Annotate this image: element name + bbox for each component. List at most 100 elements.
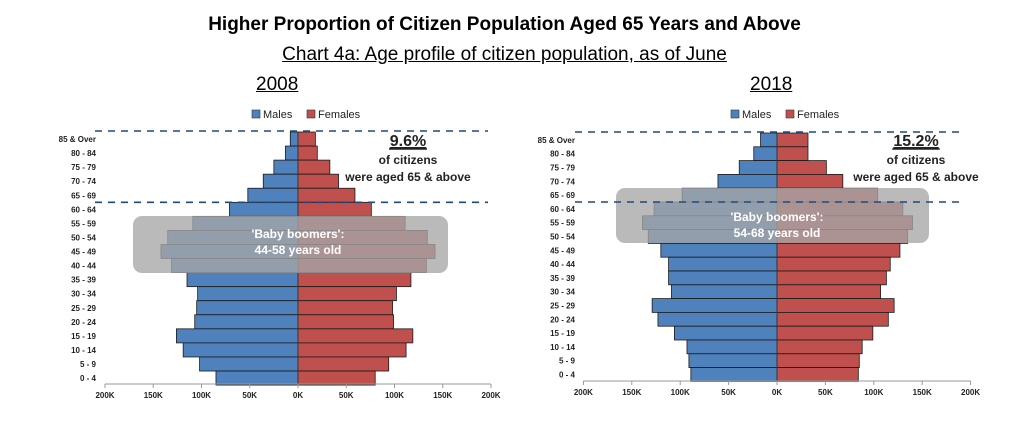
annotation-line1: of citizens <box>379 153 438 167</box>
baby-boomers-highlight: 'Baby boomers': 44-58 years old <box>133 216 448 273</box>
bar-males <box>671 284 778 299</box>
bar-males <box>176 328 299 344</box>
x-tick-label: 150K <box>433 391 452 400</box>
age-group-label: 75 - 79 <box>550 164 575 173</box>
bar-females <box>776 325 874 341</box>
bar-females <box>297 187 356 203</box>
bar-males <box>760 132 778 148</box>
bar-females <box>776 160 827 175</box>
bar-males <box>182 342 299 358</box>
age-group-label: 80 - 84 <box>550 150 575 159</box>
age-group-label: 75 - 79 <box>71 163 96 172</box>
bar-females <box>776 311 889 327</box>
bar-males <box>273 159 299 175</box>
bar-males <box>247 187 299 203</box>
legend-label-females: Females <box>797 109 840 121</box>
legend-swatch-females <box>306 109 316 119</box>
bar-males <box>686 339 778 355</box>
age-group-label: 0 - 4 <box>80 374 97 383</box>
x-tick-label: 0K <box>293 391 303 400</box>
bar-males <box>673 325 778 341</box>
x-tick-label: 0K <box>772 388 782 397</box>
bar-females <box>776 146 809 162</box>
bar-females <box>776 256 891 272</box>
bar-males <box>197 286 299 302</box>
age-group-label: 45 - 49 <box>71 248 96 257</box>
age-group-label: 65 - 69 <box>550 191 575 200</box>
bar-males <box>660 242 778 258</box>
bar-males <box>199 356 299 372</box>
bar-females <box>297 328 414 344</box>
bar-females <box>297 356 390 372</box>
bar-males <box>285 145 299 161</box>
bar-females <box>297 314 394 330</box>
age-group-label: 15 - 19 <box>71 332 96 341</box>
x-tick-label: 100K <box>192 391 211 400</box>
bar-males <box>651 298 778 313</box>
bar-females <box>776 284 881 299</box>
age-group-label: 85 & Over <box>59 135 96 144</box>
bar-females <box>776 298 895 313</box>
bar-females <box>297 272 412 288</box>
x-tick-label: 200K <box>95 391 114 400</box>
age-group-label: 30 - 34 <box>71 290 96 299</box>
baby-boomers-label: 'Baby boomers': <box>730 210 823 224</box>
bar-females <box>776 367 859 382</box>
bar-males <box>194 314 299 330</box>
age-group-label: 45 - 49 <box>550 246 575 255</box>
bar-males <box>717 173 778 189</box>
age-group-label: 30 - 34 <box>550 288 575 297</box>
legend-swatch-males <box>730 109 740 119</box>
chart-year-2008: 2008 <box>256 74 299 95</box>
x-tick-label: 50K <box>339 391 354 400</box>
age-group-label: 70 - 74 <box>550 177 575 186</box>
x-tick-label: 200K <box>574 388 593 397</box>
x-tick-label: 50K <box>721 388 736 397</box>
age-group-label: 35 - 39 <box>550 274 575 283</box>
x-tick-label: 100K <box>671 388 690 397</box>
age-group-label: 20 - 24 <box>71 318 96 327</box>
age-group-label: 40 - 44 <box>550 260 575 269</box>
age-group-label: 40 - 44 <box>71 262 96 271</box>
bar-males <box>229 201 299 217</box>
age-group-label: 25 - 29 <box>71 304 96 313</box>
age-group-label: 50 - 54 <box>550 233 575 242</box>
age-group-label: 25 - 29 <box>550 302 575 311</box>
annotation-line2: were aged 65 & above <box>344 170 471 184</box>
age-group-label: 10 - 14 <box>550 343 575 352</box>
bar-males <box>668 270 778 286</box>
age-group-label: 50 - 54 <box>71 233 96 242</box>
age-group-label: 60 - 64 <box>550 205 575 214</box>
age-group-label: 55 - 59 <box>71 219 96 228</box>
bar-females <box>776 173 844 189</box>
bar-males <box>186 272 299 288</box>
baby-boomers-label: 'Baby boomers': <box>251 227 344 241</box>
age-group-label: 55 - 59 <box>550 219 575 228</box>
bar-males <box>668 256 778 272</box>
chart-subtitle: Chart 4a: Age profile of citizen populat… <box>282 44 727 65</box>
age-group-label: 5 - 9 <box>559 357 576 366</box>
bar-females <box>776 353 860 368</box>
bar-males <box>215 370 299 386</box>
bar-females <box>776 132 809 148</box>
chart-year-2018: 2018 <box>750 74 793 95</box>
legend-swatch-males <box>251 109 261 119</box>
x-tick-label: 150K <box>144 391 163 400</box>
age-group-label: 5 - 9 <box>80 360 97 369</box>
bars <box>642 132 913 382</box>
bar-males <box>688 353 778 368</box>
baby-boomers-age-range: 44-58 years old <box>255 243 342 257</box>
pyramid-chart-2008: Males Females 85 & Over 80 - 84 75 - 79 70 - … <box>59 109 501 400</box>
legend-label-females: Females <box>318 109 361 121</box>
baby-boomers-highlight: 'Baby boomers': 54-68 years old <box>616 188 929 243</box>
bar-males <box>289 131 299 147</box>
bar-females <box>297 342 407 358</box>
baby-boomers-age-range: 54-68 years old <box>734 226 821 240</box>
elderly-percent: 15.2% <box>893 133 938 150</box>
age-group-label: 10 - 14 <box>71 346 96 355</box>
age-group-label: 35 - 39 <box>71 276 96 285</box>
legend: Males Females <box>251 109 361 121</box>
x-axis: 200K 150K 100K 50K 0K 50K 100K 150K 200K <box>95 383 501 400</box>
bar-males <box>196 300 299 316</box>
